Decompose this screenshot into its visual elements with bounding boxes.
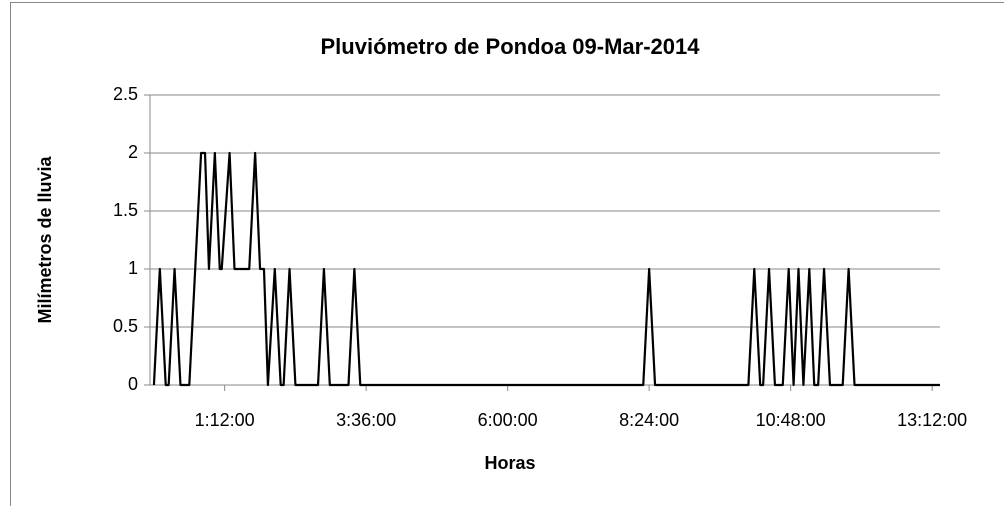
x-tick-label: 6:00:00 [478,410,538,430]
y-axis-title: Milímetros de lluvia [35,155,55,323]
y-tick-label: 1.5 [113,200,138,220]
y-tick-label: 0.5 [113,316,138,336]
chart-title: Pluviómetro de Pondoa 09-Mar-2014 [321,34,701,59]
chart-frame [10,2,1004,506]
x-tick-label: 1:12:00 [195,410,255,430]
data-line [152,151,940,387]
y-tick-label: 1 [128,258,138,278]
y-tick-label: 0 [128,374,138,394]
x-tick-label: 3:36:00 [336,410,396,430]
x-tick-label: 10:48:00 [756,410,826,430]
y-tick-label: 2.5 [113,84,138,104]
x-tick-label: 8:24:00 [619,410,679,430]
y-tick-label: 2 [128,142,138,162]
x-tick-label: 13:12:00 [897,410,967,430]
x-axis-title: Horas [484,453,535,473]
